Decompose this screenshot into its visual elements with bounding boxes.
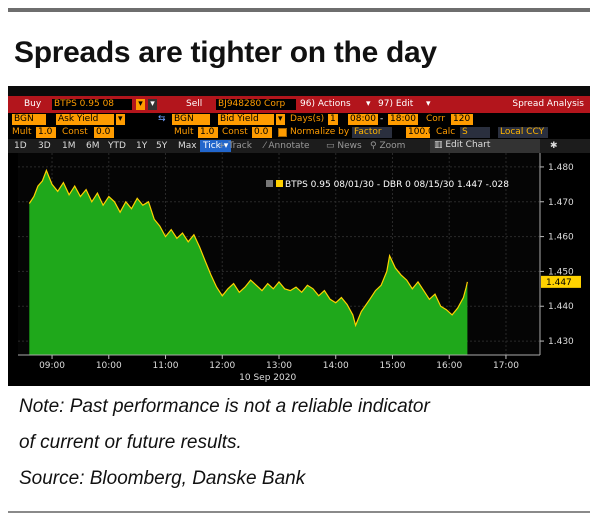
- normalize-checkbox[interactable]: [278, 128, 287, 137]
- calc-select[interactable]: S: [460, 127, 490, 138]
- const-label-1: Const: [62, 127, 88, 137]
- x-tick-label: 17:00: [493, 361, 519, 371]
- edit-chart-label: Edit Chart: [445, 140, 491, 150]
- yield-field-1[interactable]: Ask Yield: [56, 114, 114, 125]
- zoom-label: Zoom: [379, 141, 406, 151]
- note-line-2: of current or future results.: [19, 432, 242, 453]
- bloomberg-terminal: Buy BTPS 0.95 08 ▾ ▾ Sell BJ948280 Corp …: [8, 86, 590, 386]
- source-row: BGN Ask Yield ▾ ⇆ BGN Bid Yield ▾ Days(s…: [8, 113, 590, 126]
- gear-icon[interactable]: ✱: [550, 141, 558, 151]
- time-from-field[interactable]: 08:00: [348, 114, 378, 125]
- timeframe-tick-selector[interactable]: Tick ▾: [200, 140, 232, 152]
- legend-toggle-icon[interactable]: [266, 180, 273, 187]
- x-tick-label: 12:00: [209, 361, 235, 371]
- actions-chevron-icon[interactable]: ▾: [366, 99, 371, 109]
- bottom-rule: [8, 511, 590, 513]
- top-rule: [8, 8, 590, 12]
- days-label: Days(s): [290, 114, 325, 124]
- x-tick-label: 10:00: [96, 361, 122, 371]
- news-tool[interactable]: ▭ News: [326, 141, 362, 151]
- buy-spinner-icon[interactable]: ▾: [148, 99, 157, 110]
- sell-security-field[interactable]: BJ948280 Corp: [216, 99, 296, 110]
- mult-field-1[interactable]: 1.0: [36, 127, 56, 138]
- series-area: [29, 170, 468, 355]
- normalize-label: Normalize by: [290, 127, 350, 137]
- buy-dropdown-icon[interactable]: ▾: [136, 99, 145, 110]
- edit-chart-button[interactable]: ▥ Edit Chart: [430, 139, 540, 153]
- time-to-field[interactable]: 18:00: [388, 114, 418, 125]
- timeframe-6m[interactable]: 6M: [86, 141, 100, 151]
- timeframe-3d[interactable]: 3D: [38, 141, 51, 151]
- chart-toolbar: 1D 3D 1M 6M YTD 1Y 5Y Max Tick ▾ + Track…: [8, 139, 590, 153]
- x-tick-label: 11:00: [153, 361, 179, 371]
- chart-legend: BTPS 0.95 08/01/30 - DBR 0 08/15/30 1.44…: [266, 180, 509, 190]
- app-title: Spread Analysis: [512, 99, 584, 109]
- legend-swatch: [276, 180, 283, 187]
- title-strip: [8, 86, 590, 96]
- sell-button[interactable]: Sell: [186, 99, 203, 109]
- buy-button[interactable]: Buy: [24, 99, 42, 109]
- calc-label: Calc: [436, 127, 456, 137]
- y-tick-label: 1.450: [548, 267, 574, 277]
- x-tick-label: 14:00: [323, 361, 349, 371]
- spread-chart: 1.480 1.470 1.460 1.450 1.440 1.430 09:00 10:00…: [8, 153, 590, 386]
- mult-label-2: Mult: [174, 127, 194, 137]
- mult-row: Mult 1.0 Const 0.0 Mult 1.0 Const 0.0 No…: [8, 126, 590, 139]
- const-field-2[interactable]: 0.0: [252, 127, 272, 138]
- track-tool[interactable]: + Track: [218, 141, 252, 151]
- yield-field-2[interactable]: Bid Yield: [218, 114, 274, 125]
- timeframe-5y[interactable]: 5Y: [156, 141, 168, 151]
- currency-select[interactable]: Local CCY: [498, 127, 548, 138]
- timeframe-max[interactable]: Max: [178, 141, 197, 151]
- y-tick-label: 1.460: [548, 233, 574, 243]
- mult-field-2[interactable]: 1.0: [198, 127, 218, 138]
- zoom-tool[interactable]: ⚲ Zoom: [370, 141, 406, 151]
- timeframe-1m[interactable]: 1M: [62, 141, 76, 151]
- buy-security-field[interactable]: BTPS 0.95 08: [52, 99, 132, 110]
- track-label: Track: [228, 141, 252, 151]
- timeframe-ytd[interactable]: YTD: [108, 141, 126, 151]
- days-field[interactable]: 1: [328, 114, 338, 125]
- note-source: Source: Bloomberg, Danske Bank: [19, 468, 306, 489]
- action-bar: Buy BTPS 0.95 08 ▾ ▾ Sell BJ948280 Corp …: [8, 96, 590, 113]
- legend-text: BTPS 0.95 08/01/30 - DBR 0 08/15/30 1.44…: [285, 180, 509, 190]
- date-label: 10 Sep 2020: [239, 373, 296, 383]
- annotate-tool[interactable]: ⁄ Annotate: [264, 141, 310, 151]
- mult-label-1: Mult: [12, 127, 32, 137]
- last-value-badge: [541, 275, 581, 288]
- x-tick-label: 13:00: [266, 361, 292, 371]
- corr-field[interactable]: 120: [451, 114, 473, 125]
- page-title: Spreads are tighter on the day: [14, 36, 437, 69]
- note-line-1: Note: Past performance is not a reliable…: [19, 396, 430, 417]
- time-separator: -: [380, 114, 384, 124]
- source-field-2[interactable]: BGN: [172, 114, 210, 125]
- factor-field[interactable]: 100.0: [406, 127, 430, 138]
- y-tick-label: 1.430: [548, 337, 574, 347]
- tick-label: Tick: [203, 141, 221, 151]
- y-tick-label: 1.480: [548, 163, 574, 173]
- edit-chevron-icon[interactable]: ▾: [426, 99, 431, 109]
- y-tick-label: 1.470: [548, 198, 574, 208]
- x-tick-label: 09:00: [39, 361, 65, 371]
- x-tick-label: 15:00: [380, 361, 406, 371]
- normalize-select[interactable]: Factor: [352, 127, 392, 138]
- yield-dropdown-1-icon[interactable]: ▾: [116, 114, 125, 125]
- news-label: News: [337, 141, 362, 151]
- timeframe-1d[interactable]: 1D: [14, 141, 27, 151]
- yield-dropdown-2-icon[interactable]: ▾: [276, 114, 285, 125]
- actions-menu[interactable]: 96) Actions: [300, 99, 351, 109]
- timeframe-1y[interactable]: 1Y: [136, 141, 148, 151]
- last-value-label: 1.447: [546, 278, 572, 288]
- const-field-1[interactable]: 0.0: [94, 127, 114, 138]
- x-tick-label: 16:00: [436, 361, 462, 371]
- source-field-1[interactable]: BGN: [12, 114, 46, 125]
- edit-menu[interactable]: 97) Edit: [378, 99, 414, 109]
- series-line: [28, 168, 468, 328]
- swap-icon[interactable]: ⇆: [158, 114, 166, 124]
- y-tick-label: 1.440: [548, 302, 574, 312]
- corr-label: Corr: [426, 114, 446, 124]
- annotate-label: Annotate: [268, 141, 310, 151]
- const-label-2: Const: [222, 127, 248, 137]
